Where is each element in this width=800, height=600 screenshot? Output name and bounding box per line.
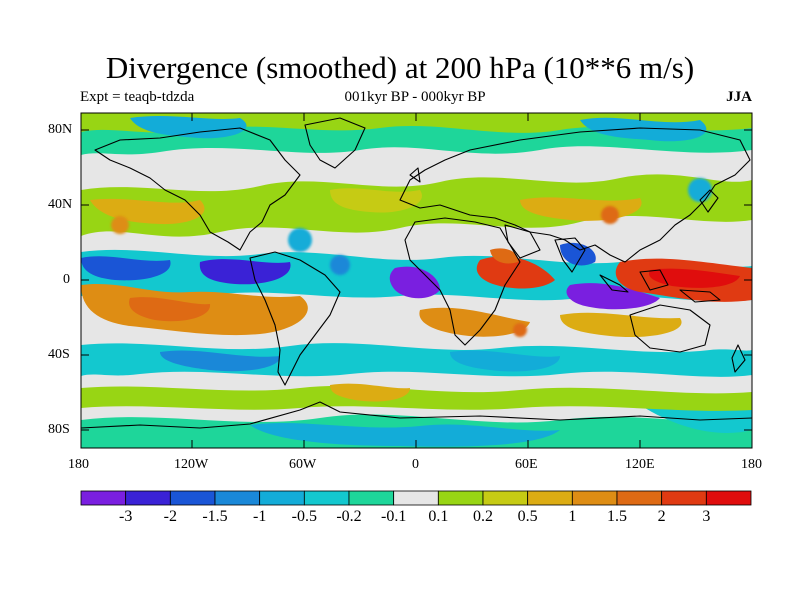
colorbar-swatch [527, 490, 573, 506]
coastline-antarctica [81, 401, 752, 429]
colorbar-swatch [661, 490, 707, 506]
coastline-africa [404, 217, 521, 346]
lat-label-40s: 40S [48, 347, 70, 362]
colorbar-label: -3 [118, 508, 133, 525]
coastline-japan [699, 189, 719, 213]
plot-title: Divergence (smoothed) at 200 hPa (10**6 … [105, 50, 695, 85]
divergence-field [81, 113, 752, 448]
coastline-sumatra [599, 274, 629, 293]
lon-label-120w: 120W [174, 457, 209, 472]
coastline-india [554, 237, 586, 273]
lon-label-180-left: 180 [68, 457, 89, 472]
lon-label-60e: 60E [515, 457, 538, 472]
colorbar-label: 1.5 [607, 508, 627, 525]
lat-label-40n: 40N [48, 197, 73, 212]
lon-label-0: 0 [412, 457, 419, 472]
colorbar-label: 0.2 [473, 508, 493, 525]
coastline-arabia [504, 224, 541, 259]
colorbar-swatch [259, 490, 305, 506]
colorbar-label: -1 [252, 508, 267, 525]
coastline-south-america [249, 251, 341, 386]
coastline-uk [409, 167, 421, 183]
lon-label-120e: 120E [625, 457, 655, 472]
colorbar-swatch [80, 490, 127, 506]
colorbar-label: -0.2 [336, 508, 362, 525]
colorbar-swatch [616, 490, 663, 506]
colorbar-label: 0.1 [428, 508, 449, 525]
experiment-label: Expt = teaqb-tdzda [80, 89, 195, 105]
colorbar-swatch [169, 490, 216, 506]
colorbar-label: -0.5 [291, 508, 317, 525]
colorbar-label: 3 [702, 508, 711, 525]
colorbar-swatch [571, 490, 618, 506]
colorbar-label: -1.5 [202, 508, 228, 525]
coastline-new-zealand [731, 344, 746, 373]
season-label: JJA [726, 89, 752, 105]
coastline-north-america [94, 127, 301, 251]
colorbar-label: -0.1 [380, 508, 407, 525]
colorbar-swatch [125, 490, 171, 506]
colorbar-label: 2 [657, 508, 666, 525]
colorbar-swatch [303, 490, 350, 506]
coastline-borneo [639, 269, 669, 291]
colorbar-swatch [348, 490, 395, 506]
coastline-greenland [304, 117, 366, 169]
axis-ticks [81, 113, 752, 448]
colorbar-swatch [705, 490, 752, 506]
lon-label-180-right: 180 [741, 457, 762, 472]
coastline-australia [629, 304, 711, 353]
colorbar-swatch [214, 490, 261, 506]
colorbar-swatch [482, 490, 529, 506]
coastline-eurasia [399, 127, 751, 263]
lon-label-60w: 60W [289, 457, 317, 472]
colorbar-label: 1 [568, 508, 577, 525]
lat-label-80n: 80N [48, 122, 73, 137]
colorbar-swatch [437, 490, 484, 506]
colorbar-swatch [393, 490, 439, 506]
lat-label-0: 0 [63, 272, 70, 287]
coastline-new-guinea [679, 289, 721, 303]
colorbar-label: -2 [163, 508, 177, 525]
colorbar [80, 490, 752, 506]
lat-label-80s: 80S [48, 422, 70, 437]
colorbar-label: 0.5 [517, 508, 538, 525]
time-range-label: 001kyr BP - 000kyr BP [344, 89, 486, 105]
coastlines [81, 117, 752, 429]
